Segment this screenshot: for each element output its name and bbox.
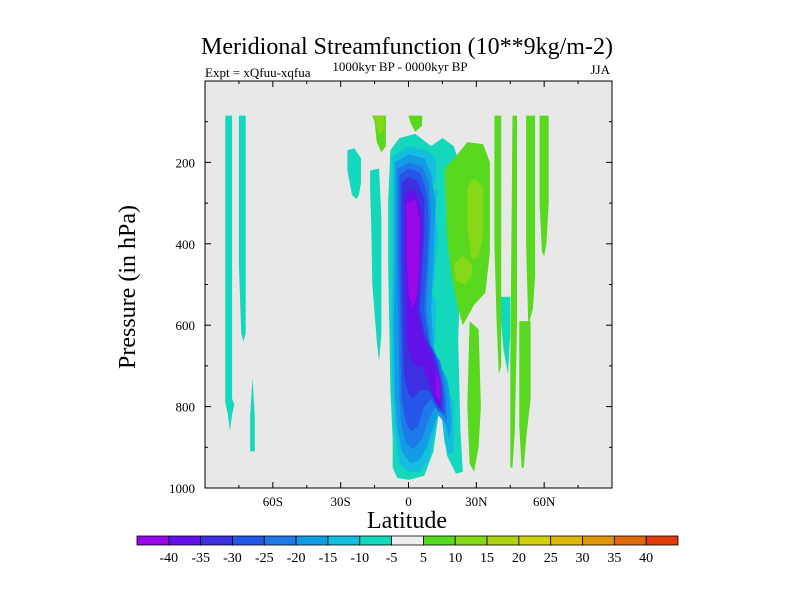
x-axis-ticks: 60S 30S 0 30N 60N xyxy=(238,81,579,509)
legend-swatch-0 xyxy=(136,535,170,546)
contour-layers xyxy=(225,115,549,480)
color-legend: -40 -35 -30 -25 -20 -15 -10 -5 5 10 15 20 25 30 35 40 xyxy=(136,535,679,566)
legend-swatch-10 xyxy=(454,535,488,546)
legend-label-11: 20 xyxy=(512,551,526,566)
x-tick-label-4: 60N xyxy=(533,494,556,509)
legend-swatch-2 xyxy=(200,535,233,546)
y-tick-label-1: 400 xyxy=(176,237,196,252)
legend-label-0: -40 xyxy=(159,551,178,566)
legend-label-5: -15 xyxy=(319,551,338,566)
y-tick-label-4: 1000 xyxy=(169,481,195,496)
legend-label-7: -5 xyxy=(386,551,398,566)
legend-swatch-14 xyxy=(582,535,615,546)
y-tick-label-0: 200 xyxy=(176,155,196,170)
contour-8-6 xyxy=(526,115,536,326)
legend-swatch-7 xyxy=(359,535,392,546)
legend-label-2: -30 xyxy=(223,551,242,566)
legend-label-3: -25 xyxy=(255,551,274,566)
legend-label-14: 35 xyxy=(607,551,621,566)
contour-0-2 xyxy=(250,378,255,452)
legend-label-15: 40 xyxy=(639,551,653,566)
y-axis-ticks: 200 400 600 800 1000 xyxy=(169,121,612,496)
contour-9-1 xyxy=(453,256,472,285)
contour-8-7 xyxy=(519,321,531,468)
chart-title: Meridional Streamfunction (10**9kg/m-2) xyxy=(201,34,613,60)
legend-label-6: -10 xyxy=(350,551,369,566)
legend-swatch-13 xyxy=(550,535,583,546)
contour-8-1 xyxy=(408,115,423,132)
contour-9-0 xyxy=(374,115,384,134)
legend-label-4: -20 xyxy=(287,551,306,566)
subtitle-left: Expt = xQfuu-xqfua xyxy=(205,65,311,80)
contour-8-8 xyxy=(539,115,549,256)
legend-swatch-15 xyxy=(613,535,647,546)
contour-0-1 xyxy=(238,115,246,342)
x-tick-label-0: 60S xyxy=(263,494,283,509)
legend-swatch-8 xyxy=(391,535,424,546)
legend-swatch-16 xyxy=(645,535,679,546)
y-axis-label: Pressure (in hPa) xyxy=(115,205,141,369)
contour-0-3 xyxy=(347,148,361,199)
contour-8-5 xyxy=(510,115,517,468)
legend-label-1: -35 xyxy=(191,551,210,566)
legend-swatch-5 xyxy=(295,535,329,546)
contour-0-0 xyxy=(225,115,235,431)
x-tick-label-3: 30N xyxy=(465,494,488,509)
legend-swatch-12 xyxy=(518,535,552,546)
legend-label-13: 30 xyxy=(576,551,590,566)
subtitle-right: JJA xyxy=(590,62,610,77)
subtitle-center: 1000kyr BP - 0000kyr BP xyxy=(332,59,467,74)
contour-7-1 xyxy=(435,370,441,403)
contour-8-3 xyxy=(467,321,481,472)
legend-label-10: 15 xyxy=(480,551,494,566)
legend-label-8: 5 xyxy=(420,551,427,566)
legend-swatch-1 xyxy=(168,535,202,546)
legend-swatch-6 xyxy=(327,535,361,546)
contour-0-6 xyxy=(498,296,511,374)
legend-swatch-4 xyxy=(263,535,297,546)
x-axis-label: Latitude xyxy=(367,508,447,534)
contour-7-0 xyxy=(406,199,420,309)
contour-0-4 xyxy=(370,168,382,362)
contour-8-4 xyxy=(494,115,502,374)
contour-9-2 xyxy=(467,178,484,261)
legend-label-9: 10 xyxy=(448,551,462,566)
legend-label-12: 25 xyxy=(544,551,558,566)
legend-swatch-3 xyxy=(232,535,265,546)
x-tick-label-2: 0 xyxy=(405,494,412,509)
y-tick-label-3: 800 xyxy=(176,400,196,415)
y-tick-label-2: 600 xyxy=(176,318,196,333)
plot-area xyxy=(204,80,613,489)
x-tick-label-1: 30S xyxy=(331,494,351,509)
legend-swatch-9 xyxy=(423,535,456,546)
legend-swatch-11 xyxy=(486,535,520,546)
